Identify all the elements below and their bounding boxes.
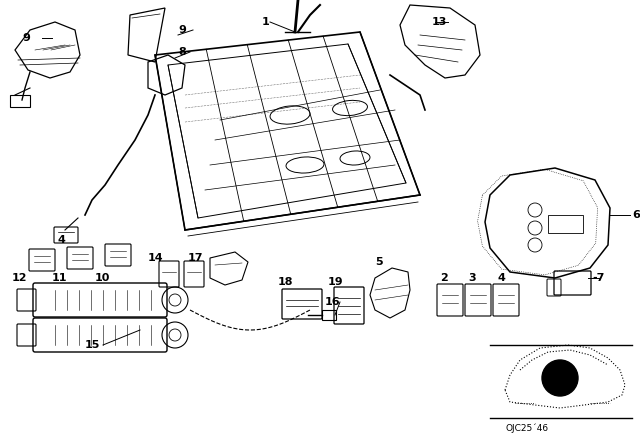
Text: 2: 2 <box>440 273 448 283</box>
Text: -7: -7 <box>592 273 604 283</box>
Text: 14: 14 <box>148 253 164 263</box>
Text: 16: 16 <box>325 297 340 307</box>
Text: 3: 3 <box>468 273 476 283</box>
Text: 5: 5 <box>375 257 383 267</box>
Bar <box>548 215 583 233</box>
Text: 4: 4 <box>58 235 66 245</box>
Text: 8: 8 <box>178 47 186 57</box>
Text: 4: 4 <box>497 273 505 283</box>
Text: 6: 6 <box>632 210 640 220</box>
Bar <box>10 95 30 107</box>
Text: 1: 1 <box>262 17 269 27</box>
Circle shape <box>542 360 578 396</box>
Text: 10: 10 <box>95 273 110 283</box>
Text: 18: 18 <box>278 277 294 287</box>
Text: 19: 19 <box>328 277 344 287</box>
Text: 11: 11 <box>52 273 67 283</box>
Text: 9: 9 <box>178 25 186 35</box>
Text: 17: 17 <box>188 253 204 263</box>
Text: 12: 12 <box>12 273 28 283</box>
Bar <box>322 310 336 320</box>
Text: OJC25´46: OJC25´46 <box>505 423 548 433</box>
Text: 13: 13 <box>432 17 447 27</box>
Text: 15: 15 <box>85 340 100 350</box>
Text: 9: 9 <box>22 33 30 43</box>
